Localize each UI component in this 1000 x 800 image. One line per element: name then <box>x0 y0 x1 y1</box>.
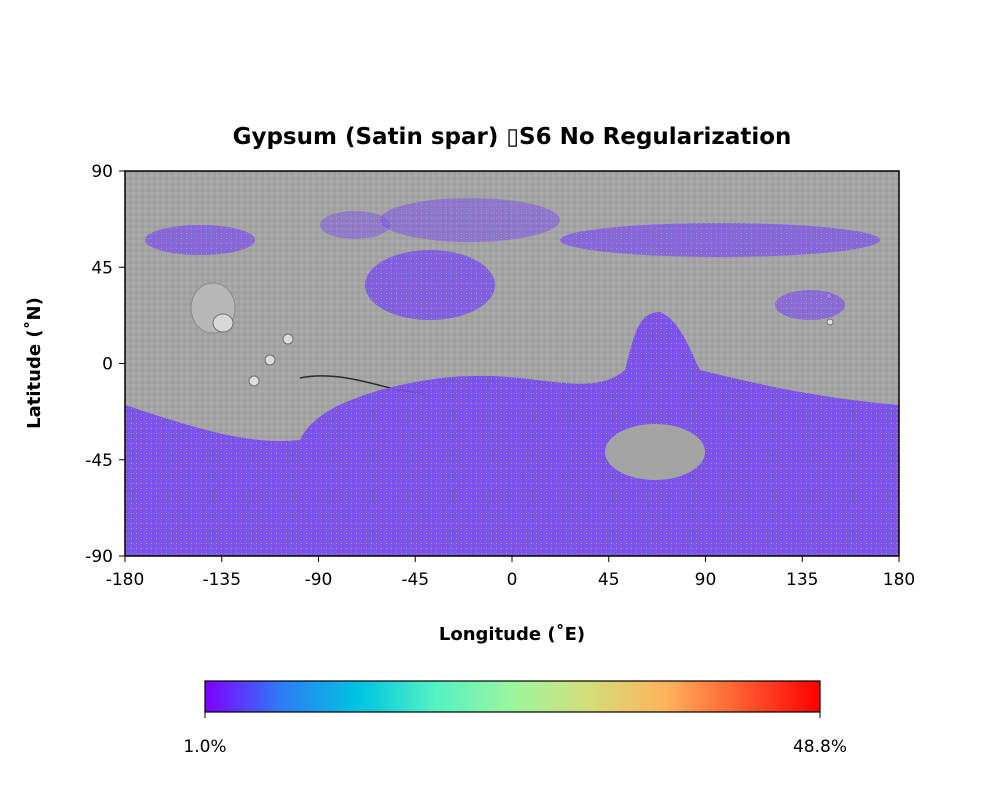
y-tick-label: 0 <box>102 355 113 375</box>
y-axis-label: Latitude (˚N) <box>23 297 45 429</box>
olympus-caldera-feature <box>212 313 234 333</box>
y-tick-label: 45 <box>91 258 113 278</box>
colorbar-max-label: 48.8% <box>793 737 847 757</box>
colorbar <box>204 680 821 713</box>
y-tick-label: 90 <box>91 162 113 182</box>
x-tick-label: -135 <box>202 570 241 590</box>
y-tick-label: -45 <box>85 451 113 471</box>
abundance-overlay <box>125 198 899 556</box>
northern-abundance-patch <box>145 225 255 255</box>
southern-abundance-region <box>125 312 899 556</box>
volcano-feature <box>282 333 294 345</box>
x-tick-label: -180 <box>106 570 145 590</box>
x-tick-label: 180 <box>883 570 915 590</box>
northern-abundance-patch <box>380 198 560 242</box>
x-axis-ticks: -180 -135 -90 -45 0 45 90 135 180 <box>106 556 915 590</box>
northern-abundance-patch <box>560 223 880 257</box>
y-tick-label: -90 <box>85 547 113 567</box>
colorbar-min-label: 1.0% <box>183 737 226 757</box>
volcano-feature <box>248 375 260 387</box>
x-tick-label: 90 <box>695 570 717 590</box>
x-tick-label: 0 <box>507 570 518 590</box>
x-tick-label: -90 <box>305 570 333 590</box>
x-tick-label: 135 <box>786 570 818 590</box>
northern-abundance-patch <box>320 211 390 239</box>
x-tick-label: -45 <box>401 570 429 590</box>
x-axis-label: Longitude (˚E) <box>439 623 585 645</box>
northern-abundance-patch <box>775 290 845 320</box>
x-tick-label: 45 <box>598 570 620 590</box>
y-axis-ticks: 90 45 0 -45 -90 <box>85 162 125 567</box>
hellas-basin-feature <box>605 424 705 480</box>
volcano-feature <box>264 354 276 366</box>
volcano-feature <box>826 318 834 326</box>
map-title: Gypsum (Satin spar) ▯S6 No Regularizatio… <box>232 124 792 150</box>
northern-abundance-patch <box>365 250 495 320</box>
